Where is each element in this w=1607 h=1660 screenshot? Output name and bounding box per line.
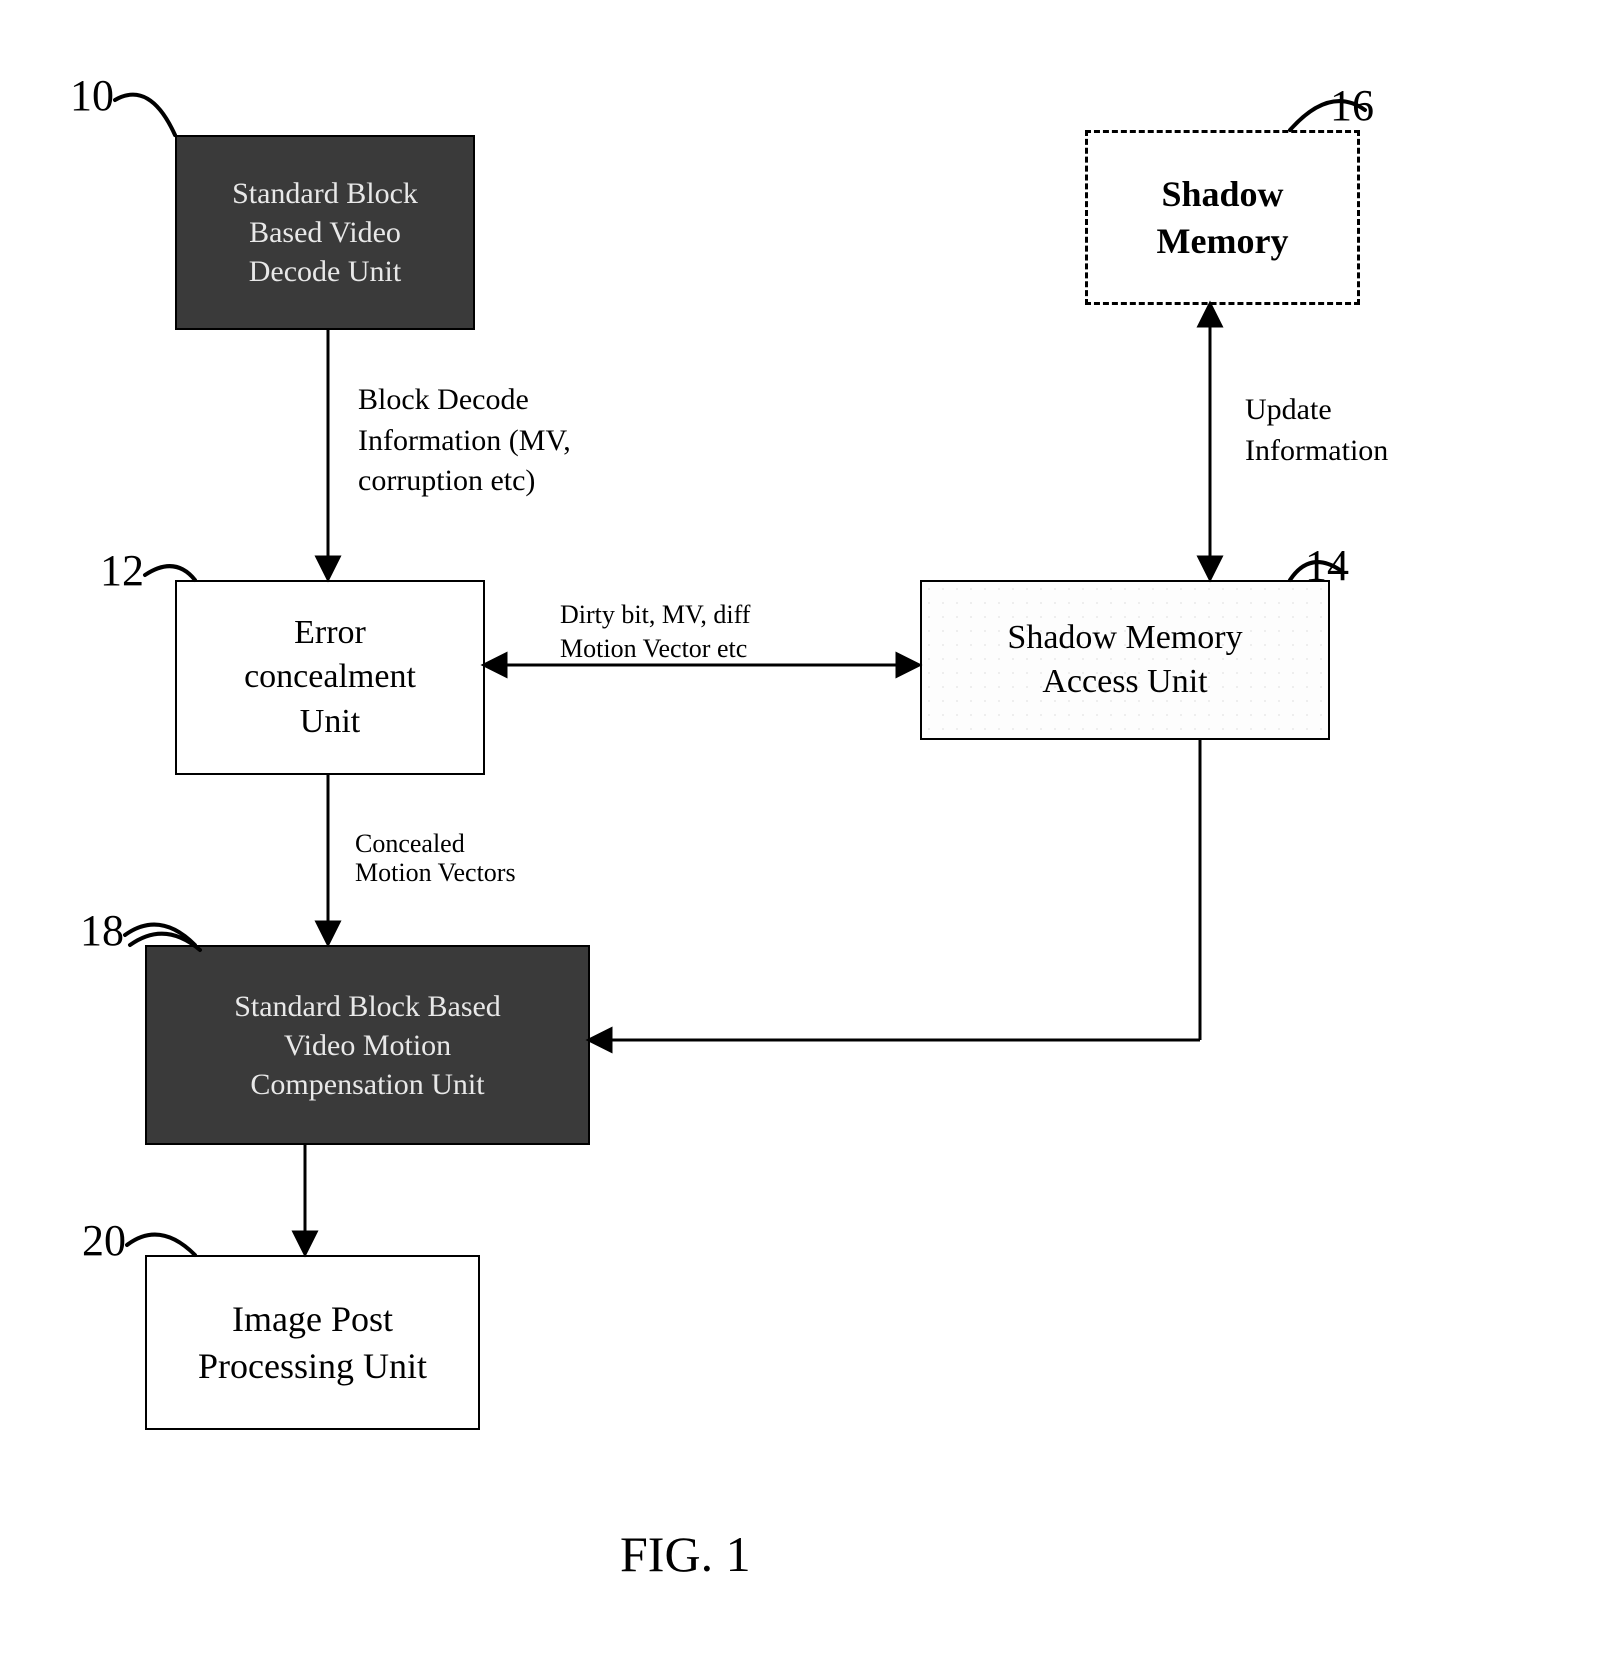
shadow-memory-box: ShadowMemory bbox=[1085, 130, 1360, 305]
refnum-20: 20 bbox=[82, 1215, 126, 1266]
refnum-10: 10 bbox=[70, 70, 114, 121]
tick-18-a bbox=[125, 925, 195, 945]
edge-label-decode-to-ec: Block DecodeInformation (MV,corruption e… bbox=[358, 380, 571, 502]
refnum-18: 18 bbox=[80, 905, 124, 956]
shadow-memory-access-box: Shadow MemoryAccess Unit bbox=[920, 580, 1330, 740]
refnum-14: 14 bbox=[1305, 540, 1349, 591]
shadow-memory-label: ShadowMemory bbox=[1157, 171, 1289, 265]
refnum-16: 16 bbox=[1330, 80, 1374, 131]
error-concealment-box: ErrorconcealmentUnit bbox=[175, 580, 485, 775]
edge-label-ec-smau: Dirty bit, MV, diffMotion Vector etc bbox=[560, 598, 750, 666]
decode-unit-box: Standard BlockBased VideoDecode Unit bbox=[175, 135, 475, 330]
motion-compensation-label: Standard Block BasedVideo MotionCompensa… bbox=[234, 987, 501, 1104]
shadow-memory-access-label: Shadow MemoryAccess Unit bbox=[1007, 616, 1242, 704]
decode-unit-label: Standard BlockBased VideoDecode Unit bbox=[232, 174, 418, 291]
error-concealment-label: ErrorconcealmentUnit bbox=[244, 611, 416, 744]
refnum-12: 12 bbox=[100, 545, 144, 596]
tick-10 bbox=[115, 95, 175, 135]
tick-20 bbox=[127, 1235, 195, 1255]
edge-label-ec-to-mc: ConcealedMotion Vectors bbox=[355, 830, 516, 887]
edge-label-sm-to-smau: UpdateInformation bbox=[1245, 390, 1388, 471]
figure-caption: FIG. 1 bbox=[620, 1525, 751, 1583]
image-post-processing-box: Image PostProcessing Unit bbox=[145, 1255, 480, 1430]
image-post-processing-label: Image PostProcessing Unit bbox=[198, 1296, 427, 1390]
motion-compensation-box: Standard Block BasedVideo MotionCompensa… bbox=[145, 945, 590, 1145]
tick-12 bbox=[145, 566, 195, 580]
